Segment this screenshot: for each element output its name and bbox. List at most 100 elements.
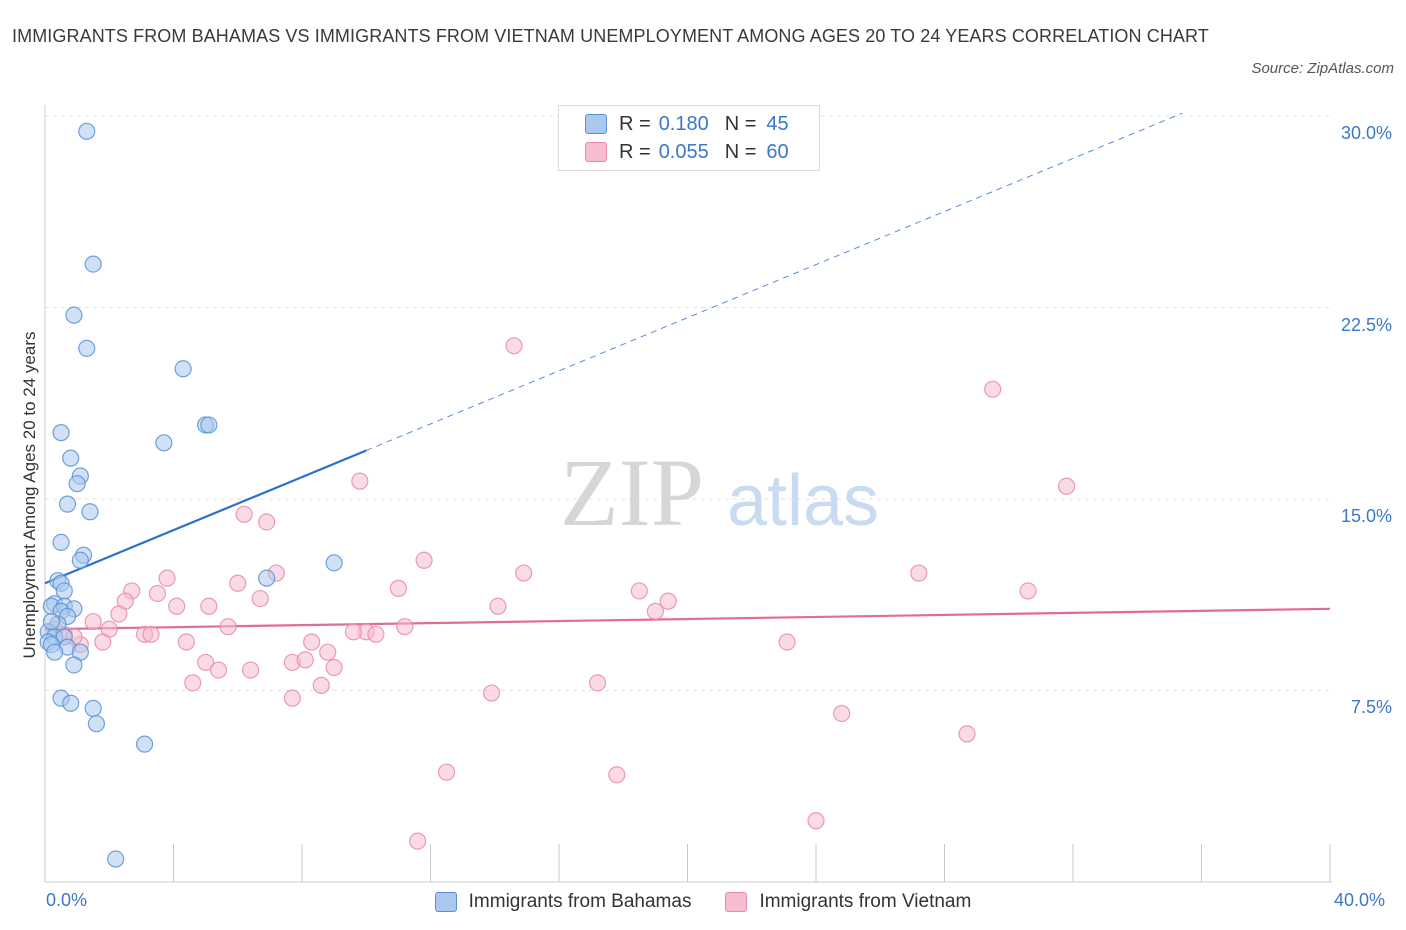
source-label: Source: ZipAtlas.com [1251,60,1394,77]
point-bahamas [42,612,61,631]
point-vietnam [415,551,433,569]
r-value-bahamas: 0.180 [658,112,709,135]
point-bahamas [62,449,80,467]
point-bahamas [258,569,276,587]
watermark: ZIP atlas [560,439,879,546]
point-vietnam [630,582,648,600]
point-bahamas [81,503,99,521]
chart-title: IMMIGRANTS FROM BAHAMAS VS IMMIGRANTS FR… [12,26,1209,46]
trend-line-vietnam [44,607,1331,631]
y-tick-label-22-5: 22.5% [1340,315,1392,335]
point-bahamas [52,424,70,442]
point-vietnam [351,472,369,490]
point-bahamas [65,306,83,324]
correlation-legend: R = 0.180 N = 45 R = 0.055 N = 60 [558,105,820,171]
x-tick-label-max: 40.0% [1334,890,1386,910]
point-bahamas [46,643,64,661]
point-vietnam [367,625,385,643]
legend-swatch-bahamas [585,114,607,134]
legend-label-vietnam: Immigrants from Vietnam [759,891,972,912]
point-bahamas [78,339,96,357]
point-bahamas [200,416,218,434]
point-vietnam [177,633,195,651]
point-vietnam [958,725,976,743]
grid-lines [45,115,1330,691]
point-vietnam [209,661,228,679]
point-bahamas [65,656,83,674]
point-vietnam [148,584,167,603]
r-label: R = [619,112,651,135]
n-label: N = [724,140,757,163]
point-vietnam [200,597,218,615]
point-vietnam [778,633,796,651]
trend-line-bahamas [44,449,367,585]
point-vietnam [242,661,260,679]
y-tick-label-15: 15.0% [1340,506,1392,526]
point-vietnam [646,602,664,620]
point-vietnam [158,569,176,587]
legend-swatch-vietnam [585,142,607,162]
point-vietnam [219,618,237,636]
legend-row-bahamas: R = 0.180 N = 45 [585,110,789,138]
point-bahamas [62,694,80,712]
point-bahamas [68,475,86,493]
legend-item-vietnam[interactable]: Immigrants from Vietnam [725,888,971,916]
point-vietnam [482,684,501,702]
watermark-zip: ZIP [560,439,704,546]
watermark-atlas: atlas [727,461,879,541]
point-vietnam [184,674,202,692]
point-vietnam [659,592,677,610]
point-vietnam [807,812,825,830]
n-value-bahamas: 45 [766,112,789,135]
point-vietnam [283,689,301,707]
point-vietnam [984,380,1002,398]
legend-row-vietnam: R = 0.055 N = 60 [585,138,789,166]
point-vietnam [396,618,414,636]
n-value-vietnam: 60 [766,140,789,163]
point-vietnam [296,651,314,669]
point-vietnam [303,633,321,651]
point-bahamas [135,735,154,753]
point-vietnam [168,597,186,615]
point-vietnam [319,643,337,661]
data-points [39,122,1076,868]
point-vietnam [910,564,928,582]
point-vietnam [489,597,507,615]
legend-swatch-bahamas [434,892,457,912]
point-bahamas [71,551,89,569]
point-vietnam [197,653,215,672]
point-bahamas [107,850,125,868]
x-tick-label-min: 0.0% [46,890,88,910]
point-vietnam [1057,477,1076,495]
axes [44,105,1332,883]
point-vietnam [94,633,112,651]
legend-swatch-vietnam [725,892,748,912]
point-bahamas [84,255,102,273]
point-bahamas [87,715,106,733]
point-vietnam [235,505,253,523]
point-vietnam [344,623,362,641]
y-tick-label-7-5: 7.5% [1350,697,1392,717]
point-vietnam [142,625,160,643]
point-vietnam [312,676,330,694]
y-tick-label-30: 30.0% [1340,123,1392,143]
n-label: N = [724,112,757,135]
series-legend: Immigrants from Bahamas Immigrants from … [0,888,1406,916]
point-bahamas [58,495,77,513]
trend-lines [44,112,1331,631]
point-bahamas [174,360,192,378]
point-bahamas [78,122,96,140]
point-bahamas [84,699,102,717]
point-vietnam [409,832,427,850]
point-vietnam [325,658,343,677]
legend-item-bahamas[interactable]: Immigrants from Bahamas [434,888,692,916]
point-vietnam [505,337,523,355]
point-vietnam [84,612,102,631]
point-vietnam [588,674,607,692]
point-vietnam [833,704,851,723]
point-bahamas [52,533,70,552]
point-bahamas [325,554,343,572]
point-vietnam [110,605,128,623]
legend-label-bahamas: Immigrants from Bahamas [468,891,692,912]
